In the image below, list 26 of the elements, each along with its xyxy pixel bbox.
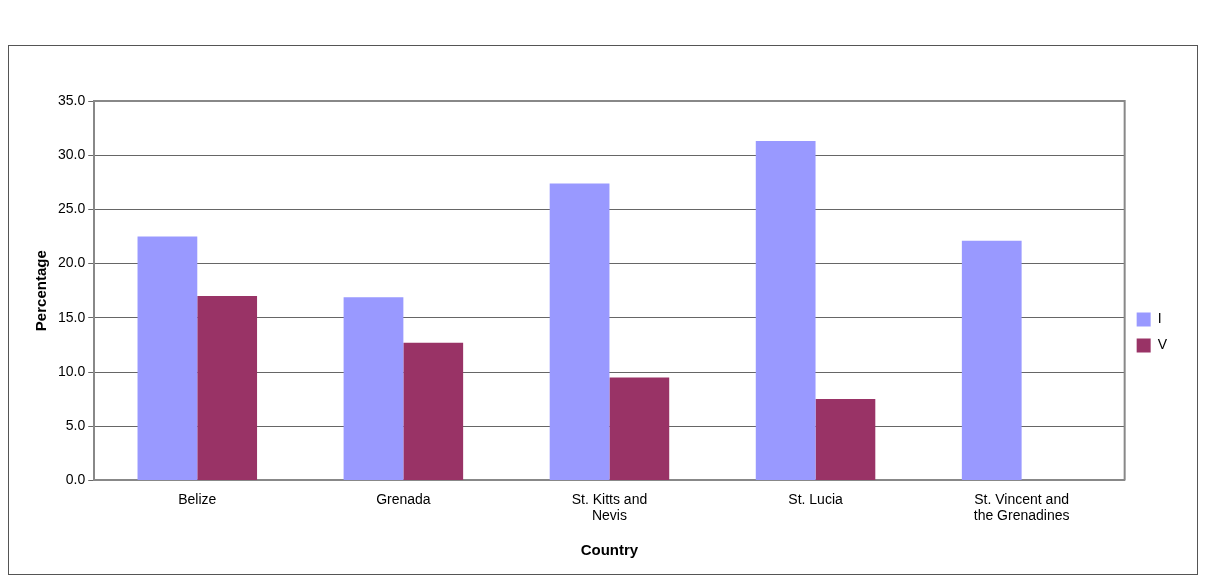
y-tick-label: 10.0 bbox=[58, 362, 86, 379]
bar bbox=[815, 399, 876, 480]
x-tick-label: Belize bbox=[178, 490, 217, 507]
bar bbox=[137, 236, 198, 480]
y-tick-label: 30.0 bbox=[58, 146, 86, 163]
bar bbox=[549, 183, 610, 480]
x-axis-title: Country bbox=[580, 541, 639, 559]
bar bbox=[609, 377, 670, 480]
x-tick-label: St. Vincent and the Grenadines bbox=[973, 490, 1070, 524]
bar bbox=[755, 141, 816, 480]
bar bbox=[197, 296, 258, 480]
x-tick-label: Grenada bbox=[376, 490, 431, 507]
y-tick-label: 25.0 bbox=[58, 200, 86, 217]
y-tick-label: 15.0 bbox=[58, 308, 86, 325]
y-tick-label: 35.0 bbox=[58, 91, 86, 108]
y-tick-label: 20.0 bbox=[58, 254, 86, 271]
legend-label: V bbox=[1157, 336, 1168, 353]
bar bbox=[343, 297, 404, 480]
x-tick-label: St. Lucia bbox=[788, 490, 843, 507]
bar bbox=[403, 342, 464, 480]
y-axis-title: Percentage bbox=[32, 250, 50, 332]
legend-label: I bbox=[1157, 310, 1162, 327]
bar bbox=[961, 240, 1022, 480]
y-tick-label: 5.0 bbox=[65, 417, 86, 434]
y-tick-label: 0.0 bbox=[65, 471, 86, 488]
x-tick-label: St. Kitts and Nevis bbox=[571, 490, 648, 524]
